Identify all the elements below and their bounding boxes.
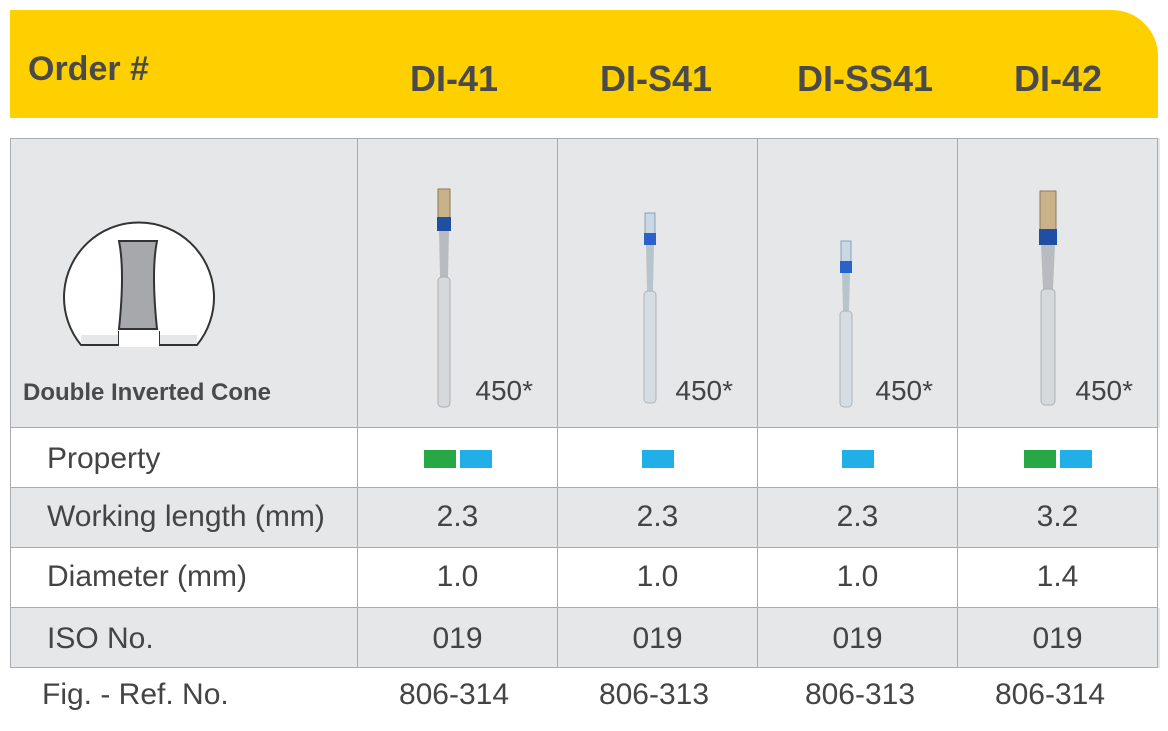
product-image-cell-di-ss41: 450*	[758, 138, 958, 428]
working-length-value: 2.3	[636, 500, 679, 533]
iso-label: ISO No.	[47, 622, 154, 655]
bur-di-s41-image	[643, 212, 657, 404]
working-length-value: 2.3	[436, 500, 479, 533]
property-label: Property	[47, 442, 161, 475]
iso-row: ISO No. 019 019 019 019	[10, 608, 1160, 668]
property-swatches	[358, 450, 557, 468]
order-code-di-ss41: DI-SS41	[796, 58, 934, 99]
shank-number: 450*	[1075, 375, 1133, 406]
diameter-value: 1.0	[436, 560, 479, 593]
property-swatch-blue	[459, 450, 492, 468]
iso-cell: 019	[758, 608, 958, 668]
order-header: Order # DI-41 DI-S41 DI-SS41 DI-42	[10, 10, 1158, 118]
property-row: Property	[10, 428, 1160, 488]
diameter-value: 1.0	[636, 560, 679, 593]
order-code-di-42: DI-42	[1013, 58, 1103, 99]
product-image-cell-di-42: 450*	[958, 138, 1158, 428]
property-cell	[358, 428, 558, 488]
shank-number: 450*	[875, 375, 933, 406]
property-swatches	[958, 450, 1157, 468]
property-swatches	[758, 450, 957, 468]
diameter-value: 1.0	[836, 560, 879, 593]
property-swatch-green	[423, 450, 456, 468]
diameter-cell: 1.0	[558, 548, 758, 608]
iso-value: 019	[632, 622, 683, 655]
shank-number: 450*	[675, 375, 733, 406]
bur-di-42-image	[1039, 190, 1057, 406]
product-image-cell-di-41: 450*	[358, 138, 558, 428]
working-length-row: Working length (mm) 2.3 2.3 2.3 3.2	[10, 488, 1160, 548]
working-length-value: 2.3	[836, 500, 879, 533]
ref-label: Fig. - Ref. No.	[42, 678, 229, 711]
diameter-cell: 1.0	[358, 548, 558, 608]
ref-value: 806-314	[398, 678, 510, 711]
property-cell	[758, 428, 958, 488]
property-swatch-blue	[641, 450, 674, 468]
working-length-cell: 2.3	[558, 488, 758, 548]
ref-value: 806-314	[994, 678, 1106, 711]
diameter-cell: 1.4	[958, 548, 1158, 608]
bur-di-41-image	[437, 188, 451, 408]
iso-value: 019	[1032, 622, 1083, 655]
working-length-cell: 2.3	[758, 488, 958, 548]
working-length-value: 3.2	[1036, 500, 1079, 533]
iso-cell: 019	[558, 608, 758, 668]
diameter-value: 1.4	[1036, 560, 1079, 593]
ref-value: 806-313	[804, 678, 916, 711]
image-row: Double Inverted Cone 450* 450*	[10, 138, 1160, 428]
iso-cell: 019	[958, 608, 1158, 668]
bur-di-ss41-image	[839, 240, 853, 408]
iso-value: 019	[432, 622, 483, 655]
shape-cell: Double Inverted Cone	[10, 138, 358, 428]
ref-row: Fig. - Ref. No. 806-314 806-313 806-313 …	[10, 668, 1160, 724]
iso-cell: 019	[358, 608, 558, 668]
working-length-label: Working length (mm)	[47, 500, 325, 533]
property-swatches	[558, 450, 757, 468]
shape-label: Double Inverted Cone	[23, 379, 272, 406]
working-length-cell: 3.2	[958, 488, 1158, 548]
product-table: Double Inverted Cone 450* 450*	[10, 138, 1160, 668]
property-cell	[958, 428, 1158, 488]
order-code-di-s41: DI-S41	[599, 58, 713, 99]
diameter-label: Diameter (mm)	[47, 560, 247, 593]
product-image-cell-di-s41: 450*	[558, 138, 758, 428]
iso-label-cell: ISO No.	[10, 608, 358, 668]
diameter-cell: 1.0	[758, 548, 958, 608]
iso-value: 019	[832, 622, 883, 655]
order-code-di-41: DI-41	[409, 58, 499, 99]
property-cell	[558, 428, 758, 488]
ref-value: 806-313	[598, 678, 710, 711]
property-label-cell: Property	[10, 428, 358, 488]
working-length-cell: 2.3	[358, 488, 558, 548]
order-label: Order #	[28, 50, 149, 88]
diameter-label-cell: Diameter (mm)	[10, 548, 358, 608]
diameter-row: Diameter (mm) 1.0 1.0 1.0 1.4	[10, 548, 1160, 608]
property-swatch-blue	[1059, 450, 1092, 468]
double-inverted-cone-icon	[63, 221, 215, 347]
working-length-label-cell: Working length (mm)	[10, 488, 358, 548]
property-swatch-blue	[841, 450, 874, 468]
property-swatch-green	[1023, 450, 1056, 468]
shank-number: 450*	[475, 375, 533, 406]
